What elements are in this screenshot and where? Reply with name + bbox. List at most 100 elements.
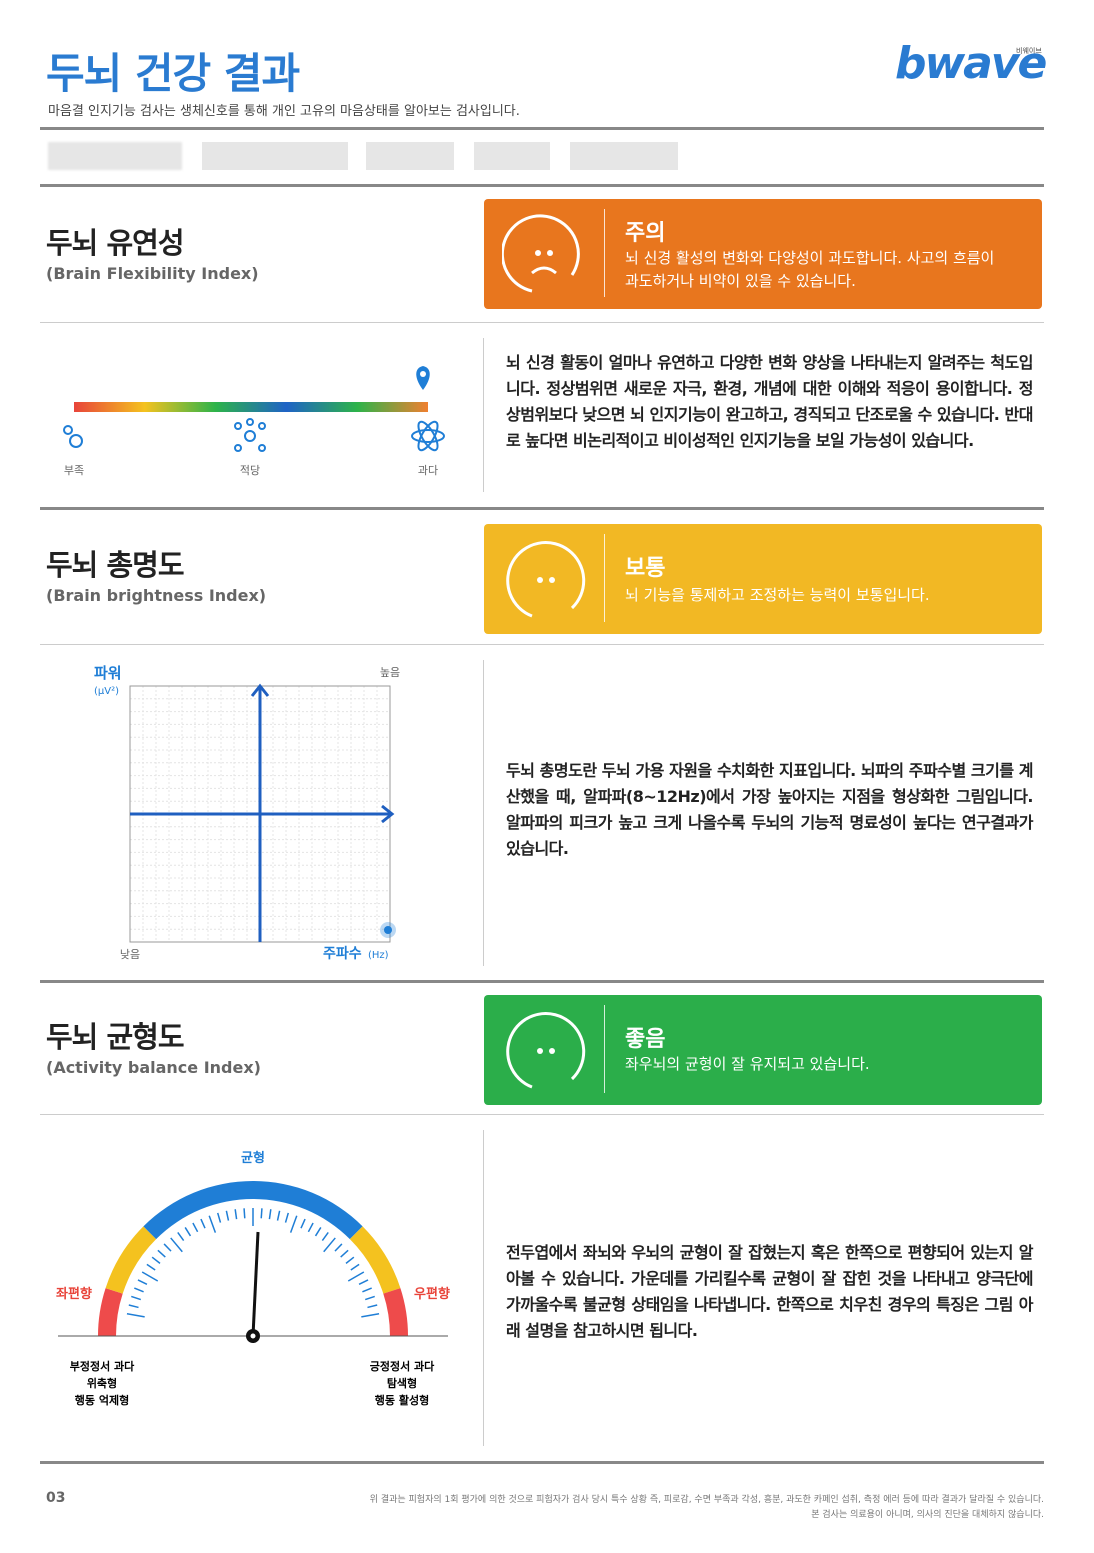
- section-description: 뇌 신경 활동이 얼마나 유연하고 다양한 변화 양상을 나타내는지 알려주는 …: [506, 353, 1034, 450]
- gauge-tick: [200, 1218, 206, 1229]
- scale-label: 과다: [418, 464, 438, 477]
- section-subtitle: (Brain brightness Index): [46, 586, 267, 605]
- logo-caption: 비웨이브: [1016, 47, 1042, 55]
- page-title: 두뇌 건강 결과: [46, 49, 300, 98]
- gauge-tick: [323, 1237, 336, 1253]
- gauge-tick: [192, 1222, 199, 1233]
- left-label: 좌편향: [56, 1286, 92, 1302]
- status-divider: [604, 534, 605, 622]
- gauge-segment: [143, 1181, 363, 1240]
- header-rule: [40, 184, 1044, 187]
- gauge-tick: [268, 1209, 272, 1220]
- gauge-tick: [276, 1210, 281, 1221]
- gauge-segment: [349, 1226, 401, 1294]
- gauge-hub-center: [250, 1333, 256, 1339]
- gauge-tick: [345, 1256, 355, 1264]
- section-description: 전두엽에서 좌뇌와 우뇌의 균형이 잘 잡혔는지 혹은 한쪽으로 편향되어 있는…: [506, 1243, 1034, 1340]
- gauge-tick: [289, 1215, 298, 1233]
- gauge-tick: [141, 1271, 159, 1282]
- status-text: 좌우뇌의 균형이 잘 유지되고 있습니다.: [625, 1055, 870, 1073]
- gauge-tick: [216, 1212, 222, 1223]
- gauge-tick: [134, 1287, 144, 1293]
- left-note: 행동 억제형: [75, 1393, 129, 1407]
- status-divider: [604, 1005, 605, 1093]
- redacted-field: [570, 142, 678, 170]
- gauge-tick: [314, 1227, 322, 1237]
- gauge-tick: [128, 1304, 139, 1309]
- logo: bwave: [895, 38, 1047, 89]
- right-note: 긍정정서 과다: [370, 1359, 435, 1373]
- status-box: 좋음 좌우뇌의 균형이 잘 유지되고 있습니다.: [484, 995, 1042, 1105]
- gauge-tick: [184, 1227, 192, 1237]
- gauge-tick: [208, 1215, 217, 1233]
- scale-label: 부족: [64, 464, 84, 477]
- gauge-segment: [383, 1288, 408, 1336]
- column-divider: [483, 338, 484, 492]
- result-dot: [384, 926, 392, 934]
- scale-label: 적당: [240, 464, 260, 477]
- gauge-segment: [98, 1288, 123, 1336]
- center-label: 균형: [241, 1150, 265, 1166]
- icon: [63, 425, 83, 448]
- brightness-chart: 파워 (µV²) 높음 낮음 주파수 (Hz): [94, 664, 400, 962]
- gauge-tick: [361, 1313, 380, 1318]
- gauge-tick: [284, 1212, 290, 1223]
- section-title: 두뇌 균형도: [46, 1020, 184, 1054]
- gauge-tick: [137, 1279, 148, 1285]
- status-label: 보통: [625, 556, 666, 581]
- gauge-tick: [367, 1304, 378, 1309]
- gauge-tick: [340, 1249, 349, 1258]
- left-note: 부정정서 과다: [70, 1359, 135, 1373]
- sad-face: [502, 214, 580, 293]
- gauge-tick: [131, 1295, 142, 1301]
- flexibility-scale: 부족 적당 과다: [63, 366, 445, 477]
- section-rule: [40, 1114, 1044, 1115]
- section-rule: [40, 507, 1044, 510]
- status-text: 뇌 신경 활성의 변화와 다양성이 과도합니다. 사고의 흐름이 과도하거나 비…: [625, 249, 995, 290]
- gauge-tick: [243, 1208, 246, 1219]
- column-divider: [483, 1130, 484, 1446]
- gauge-tick: [157, 1249, 166, 1258]
- status-box: 주의 뇌 신경 활성의 변화와 다양성이 과도합니다. 사고의 흐름이 과도하거…: [484, 199, 1042, 309]
- footer-note: 위 결과는 피험자의 1회 평가에 의한 것으로 피험자가 검사 당시 특수 상…: [369, 1495, 1044, 1505]
- x-axis-label: 주파수: [323, 946, 362, 962]
- header-rule: [40, 127, 1044, 130]
- gauge-tick: [347, 1271, 365, 1282]
- gauge-needle: [251, 1231, 260, 1337]
- marker: [416, 366, 430, 390]
- y-axis-label: 파워: [94, 664, 122, 682]
- section-description: 두뇌 총명도란 두뇌 가용 자원을 수치화한 지표입니다. 뇌파의 주파수별 크…: [506, 761, 1034, 858]
- redacted-field: [474, 142, 550, 170]
- gauge-tick: [334, 1243, 343, 1252]
- section-rule: [40, 644, 1044, 645]
- status-divider: [604, 209, 605, 297]
- scale-bar: [74, 402, 428, 412]
- right-label: 우편향: [414, 1286, 450, 1302]
- right-note: 행동 활성형: [375, 1393, 429, 1407]
- redacted-field: [366, 142, 454, 170]
- gauge-tick: [364, 1295, 375, 1301]
- status-box: 보통 뇌 기능을 통제하고 조정하는 능력이 보통입니다.: [484, 524, 1042, 634]
- gauge-tick: [358, 1279, 369, 1285]
- footer-note: 본 검사는 의료용이 아니며, 의사의 진단을 대체하지 않습니다.: [811, 1510, 1044, 1520]
- right-note: 탐색형: [387, 1376, 417, 1390]
- gauge-tick: [146, 1263, 156, 1271]
- gauge-tick: [177, 1232, 185, 1241]
- gauge-tick: [307, 1222, 314, 1233]
- status-label: 좋음: [625, 1027, 666, 1052]
- high-label: 높음: [380, 666, 400, 679]
- gauge-tick: [321, 1232, 329, 1241]
- footer-rule: [40, 1461, 1044, 1464]
- section-subtitle: (Activity balance Index): [46, 1058, 261, 1077]
- icon: [234, 418, 266, 452]
- gauge-tick: [126, 1313, 145, 1318]
- redacted-field: [202, 142, 348, 170]
- redacted-field: [48, 142, 182, 170]
- gauge-tick: [260, 1208, 263, 1219]
- gauge-segment: [105, 1226, 157, 1294]
- gauge-tick: [350, 1263, 360, 1271]
- gauge-tick: [170, 1237, 183, 1253]
- smile-face: [506, 1012, 586, 1089]
- gauge-tick: [234, 1209, 238, 1220]
